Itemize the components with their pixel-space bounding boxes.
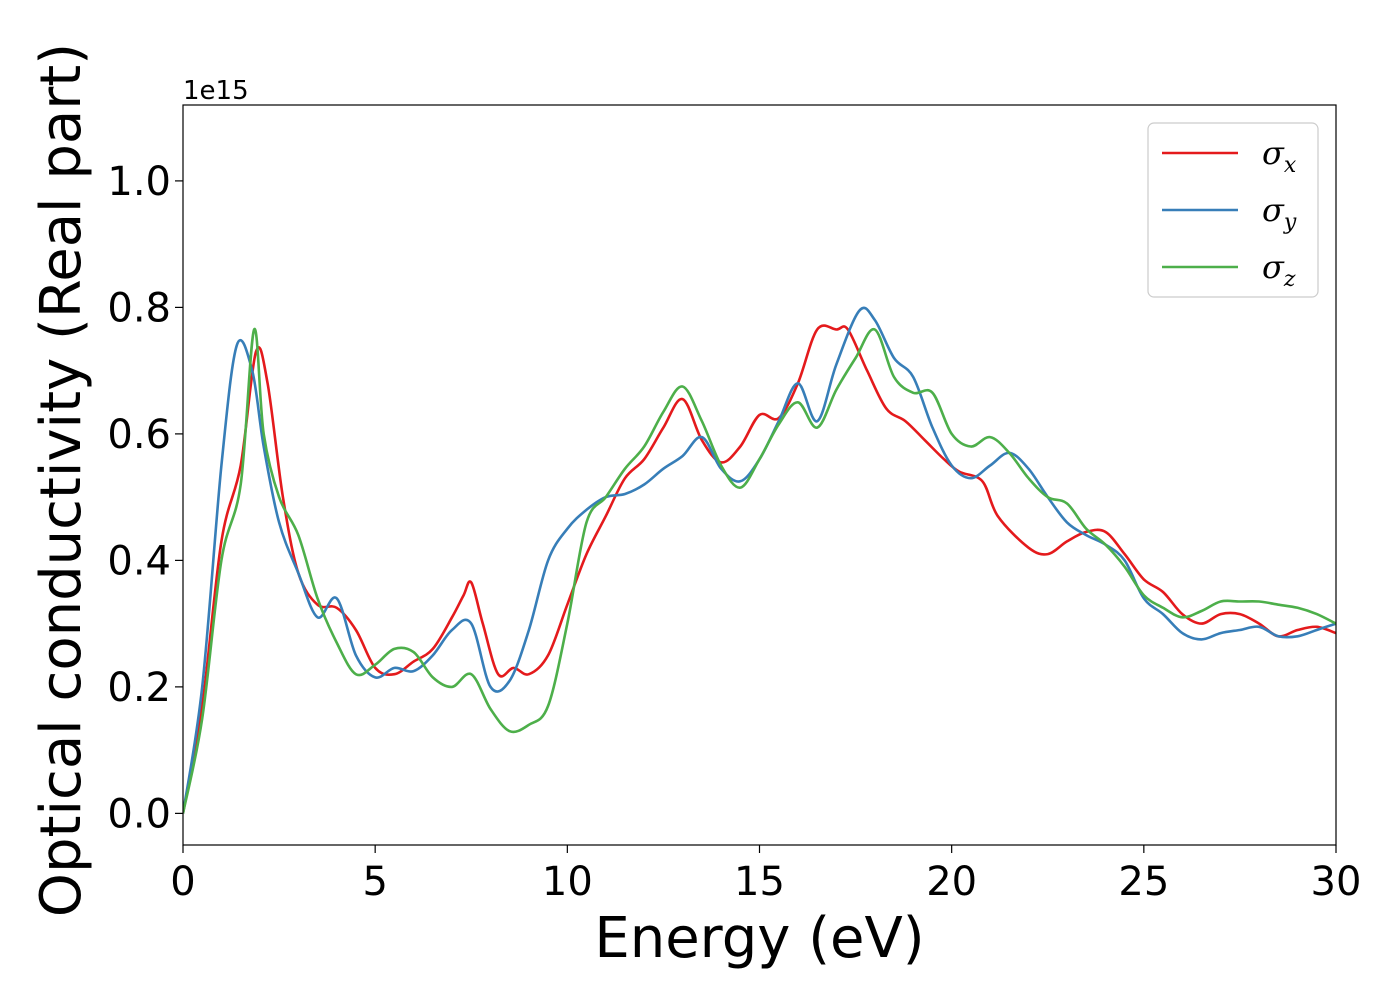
x-axis-label: Energy (eV) [594, 906, 924, 971]
y-axis-label: Optical conductivity (Real part) [29, 43, 94, 917]
y-tick-label: 0.0 [107, 791, 171, 837]
y-tick-label: 0.4 [107, 538, 171, 584]
legend-label-z: σz [1262, 248, 1296, 292]
x-tick-label: 10 [542, 859, 593, 905]
y-tick-label: 0.6 [107, 412, 171, 458]
y-offset-label: 1e15 [183, 76, 249, 106]
legend-label-x: σx [1262, 134, 1297, 178]
legend: σx σy σz [1147, 122, 1319, 298]
y-tick-label: 0.2 [107, 665, 171, 711]
axis-ticks: 0 5 10 15 20 25 30 0.0 0.2 0.4 0.6 0.8 1.0 [107, 159, 1361, 905]
x-tick-label: 25 [1118, 859, 1169, 905]
x-tick-label: 30 [1311, 859, 1362, 905]
x-tick-label: 0 [170, 859, 195, 905]
legend-label-y: σy [1262, 191, 1297, 235]
x-tick-label: 20 [926, 859, 977, 905]
y-tick-label: 0.8 [107, 285, 171, 331]
series-layer [183, 306, 1336, 814]
x-tick-label: 15 [734, 859, 785, 905]
x-tick-label: 5 [362, 859, 387, 905]
y-tick-label: 1.0 [107, 159, 171, 205]
series-line-z [183, 327, 1336, 814]
